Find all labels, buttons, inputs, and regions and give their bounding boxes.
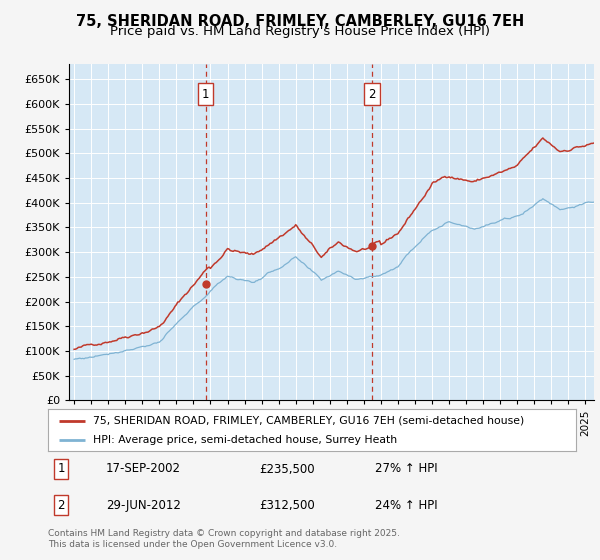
Text: 2: 2 bbox=[368, 87, 376, 101]
Text: £312,500: £312,500 bbox=[259, 499, 315, 512]
Text: 75, SHERIDAN ROAD, FRIMLEY, CAMBERLEY, GU16 7EH: 75, SHERIDAN ROAD, FRIMLEY, CAMBERLEY, G… bbox=[76, 14, 524, 29]
Text: 27% ↑ HPI: 27% ↑ HPI bbox=[376, 463, 438, 475]
Text: Price paid vs. HM Land Registry's House Price Index (HPI): Price paid vs. HM Land Registry's House … bbox=[110, 25, 490, 38]
Text: Contains HM Land Registry data © Crown copyright and database right 2025.
This d: Contains HM Land Registry data © Crown c… bbox=[48, 529, 400, 549]
Text: £235,500: £235,500 bbox=[259, 463, 315, 475]
Text: 24% ↑ HPI: 24% ↑ HPI bbox=[376, 499, 438, 512]
Text: 29-JUN-2012: 29-JUN-2012 bbox=[106, 499, 181, 512]
Text: 2: 2 bbox=[58, 499, 65, 512]
Text: HPI: Average price, semi-detached house, Surrey Heath: HPI: Average price, semi-detached house,… bbox=[93, 435, 397, 445]
Text: 1: 1 bbox=[58, 463, 65, 475]
Text: 1: 1 bbox=[202, 87, 209, 101]
Text: 17-SEP-2002: 17-SEP-2002 bbox=[106, 463, 181, 475]
Text: 75, SHERIDAN ROAD, FRIMLEY, CAMBERLEY, GU16 7EH (semi-detached house): 75, SHERIDAN ROAD, FRIMLEY, CAMBERLEY, G… bbox=[93, 416, 524, 426]
